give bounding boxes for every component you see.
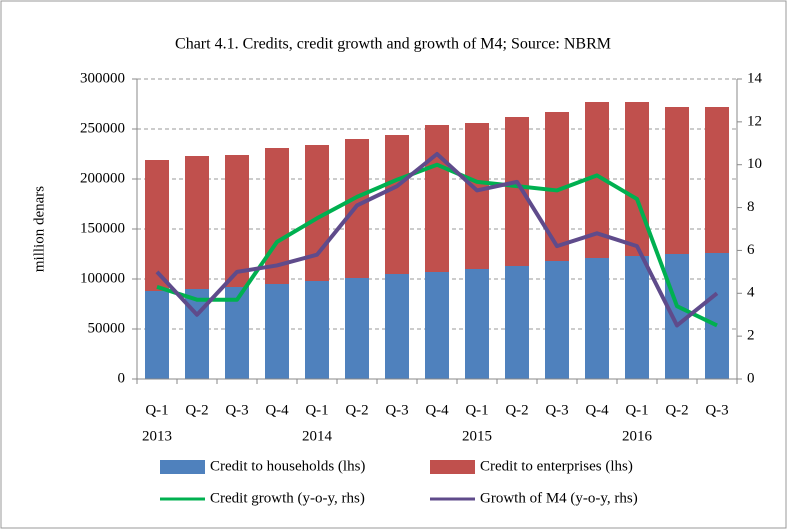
- bar: [145, 291, 169, 379]
- x-tick-label: Q-1: [625, 402, 648, 418]
- bar: [225, 287, 249, 379]
- bar: [505, 117, 529, 266]
- legend-swatch: [430, 460, 475, 474]
- bar: [705, 253, 729, 379]
- y-tick-label: 250000: [80, 120, 125, 136]
- y2-tick-label: 2: [747, 328, 755, 344]
- bar: [265, 284, 289, 379]
- y2-tick-label: 8: [747, 199, 755, 215]
- y-tick-label: 50000: [88, 320, 126, 336]
- bar: [465, 269, 489, 379]
- bar: [425, 125, 449, 272]
- x-tick-label: Q-3: [545, 402, 568, 418]
- bar: [425, 272, 449, 379]
- x-tick-label: Q-2: [505, 402, 528, 418]
- y-tick-label: 200000: [80, 170, 125, 186]
- legend-label: Credit to enterprises (lhs): [480, 458, 633, 474]
- x-tick-label: Q-2: [345, 402, 368, 418]
- bar: [545, 261, 569, 379]
- y2-tick-label: 10: [747, 156, 762, 172]
- bar: [625, 102, 649, 256]
- y-tick-label: 100000: [80, 270, 125, 286]
- chart-title: Chart 4.1. Credits, credit growth and gr…: [175, 36, 611, 53]
- y2-tick-label: 0: [747, 370, 755, 386]
- y2-tick-label: 14: [747, 70, 763, 86]
- x-tick-label: Q-4: [265, 402, 289, 418]
- y2-tick-label: 12: [747, 113, 762, 129]
- legend-label: Credit growth (y-o-y, rhs): [210, 490, 365, 506]
- x-tick-label: Q-4: [425, 402, 449, 418]
- line: [156, 162, 718, 328]
- bar: [185, 156, 209, 289]
- legend-label: Growth of M4 (y-o-y, rhs): [480, 490, 638, 506]
- bar: [705, 107, 729, 253]
- x-group-label: 2015: [462, 428, 492, 444]
- x-tick-label: Q-3: [705, 402, 728, 418]
- x-group-label: 2014: [302, 428, 333, 444]
- bar: [345, 278, 369, 379]
- y-tick-label: 150000: [80, 220, 125, 236]
- bar: [665, 107, 689, 254]
- x-tick-label: Q-2: [185, 402, 208, 418]
- x-tick-label: Q-2: [665, 402, 688, 418]
- y2-tick-label: 6: [747, 242, 755, 258]
- legend-swatch: [160, 460, 205, 474]
- x-tick-label: Q-1: [305, 402, 328, 418]
- y-tick-label: 300000: [80, 70, 125, 86]
- x-tick-label: Q-4: [585, 402, 609, 418]
- bar: [185, 289, 209, 379]
- bar: [305, 281, 329, 379]
- y-axis-label: million denars: [31, 186, 47, 272]
- line: [155, 152, 719, 328]
- x-tick-label: Q-3: [385, 402, 408, 418]
- x-tick-label: Q-1: [145, 402, 168, 418]
- x-tick-label: Q-3: [225, 402, 248, 418]
- bar: [585, 258, 609, 379]
- legend-label: Credit to households (lhs): [210, 458, 365, 474]
- bar: [145, 160, 169, 291]
- bar: [225, 155, 249, 287]
- x-tick-label: Q-1: [465, 402, 488, 418]
- x-group-label: 2016: [622, 428, 653, 444]
- bar: [385, 135, 409, 274]
- y-tick-label: 0: [118, 370, 126, 386]
- bar: [465, 123, 489, 269]
- bar: [505, 266, 529, 379]
- y2-tick-label: 4: [747, 285, 755, 301]
- bar: [385, 274, 409, 379]
- bar: [625, 256, 649, 379]
- x-group-label: 2013: [142, 428, 172, 444]
